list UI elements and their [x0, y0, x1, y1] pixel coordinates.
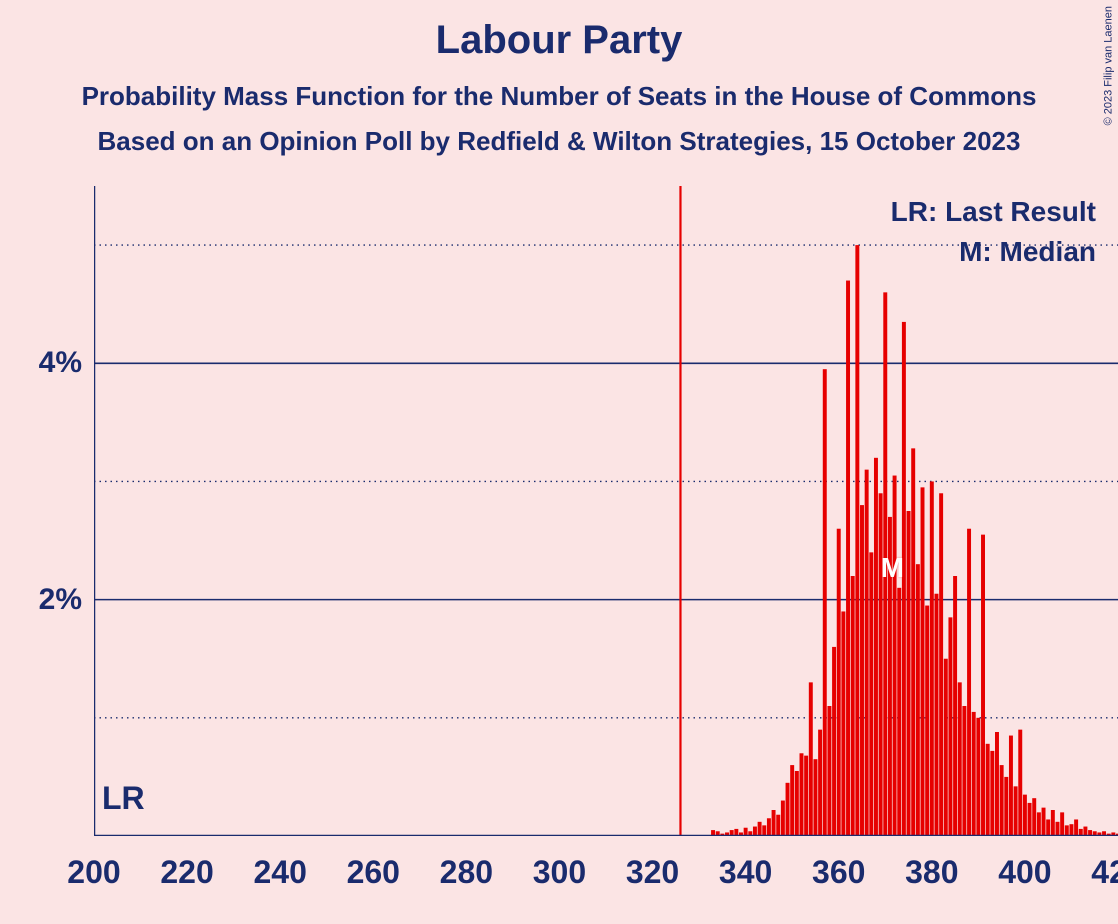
- x-axis-label: 360: [812, 854, 865, 891]
- x-axis-label: 200: [67, 854, 120, 891]
- x-axis-label: 400: [998, 854, 1051, 891]
- median-marker-label: M: [881, 552, 904, 584]
- x-axis-label: 420: [1091, 854, 1118, 891]
- lr-marker-label: LR: [102, 780, 145, 817]
- pmf-chart: [94, 186, 1118, 836]
- x-axis-label: 340: [719, 854, 772, 891]
- x-axis-label: 240: [253, 854, 306, 891]
- x-axis-label: 220: [160, 854, 213, 891]
- chart-title: Labour Party: [0, 18, 1118, 63]
- y-axis-label: 4%: [39, 346, 82, 380]
- x-axis-label: 380: [905, 854, 958, 891]
- copyright-text: © 2023 Filip van Laenen: [1102, 6, 1114, 125]
- x-axis-label: 300: [533, 854, 586, 891]
- x-axis-label: 280: [440, 854, 493, 891]
- chart-subtitle-2: Based on an Opinion Poll by Redfield & W…: [0, 126, 1118, 157]
- x-axis-labels: 200220240260280300320340360380400420: [94, 846, 1118, 906]
- x-axis-label: 260: [347, 854, 400, 891]
- legend-last-result: LR: Last Result: [891, 196, 1096, 228]
- y-axis-label: 2%: [39, 583, 82, 617]
- x-axis-label: 320: [626, 854, 679, 891]
- chart-subtitle-1: Probability Mass Function for the Number…: [0, 81, 1118, 112]
- legend-median: M: Median: [959, 236, 1096, 268]
